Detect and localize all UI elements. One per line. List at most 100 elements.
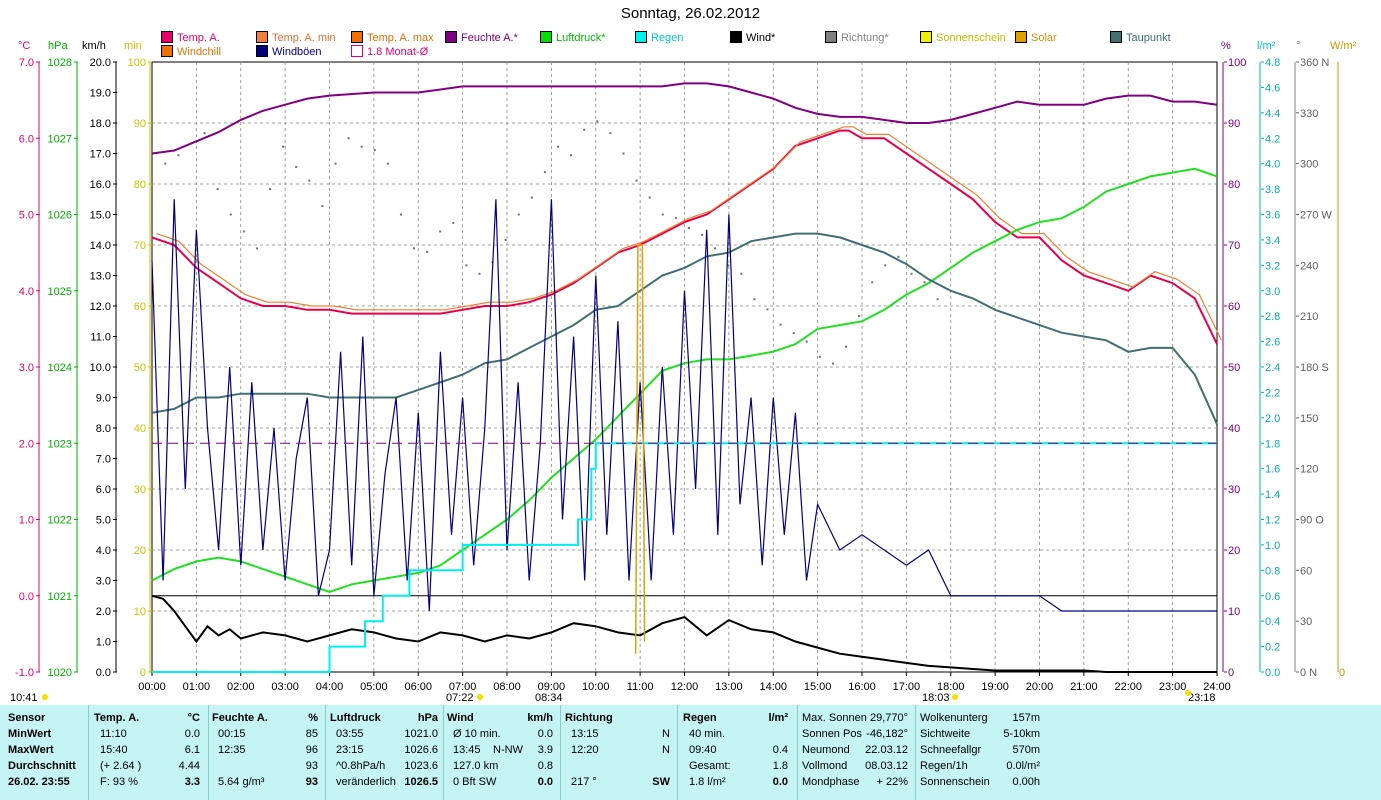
legend-item[interactable]: Regen (635, 31, 683, 44)
min-tick-label: 100 (128, 57, 146, 69)
temp-time: F: 93 % (100, 776, 138, 788)
wind-value: 0.0 (537, 776, 553, 788)
hour-tick-label: 13:00 (715, 681, 743, 693)
sun-icon (477, 694, 483, 700)
pressure-line (151, 167, 1218, 593)
direction-point (465, 264, 468, 267)
rain-tick-label: 1.2 (1265, 515, 1280, 527)
rain-tick-label: 4.6 (1265, 82, 1280, 94)
sunset-time: 18:03 (922, 692, 950, 704)
direction-point (504, 238, 507, 241)
rain-unit: l/m² (768, 712, 788, 724)
wind-unit: km/h (527, 712, 553, 724)
legend-item[interactable]: Wind* (730, 31, 775, 44)
legend-label: Sonnenschein (936, 32, 1006, 44)
hum-tick-label: 40 (1228, 423, 1240, 435)
direction-point (308, 179, 311, 182)
hour-tick-label: 04:00 (316, 681, 344, 693)
legend-item[interactable]: Luftdruck* (540, 31, 606, 44)
direction-point (779, 323, 782, 326)
rain-tick-label: 4.0 (1265, 159, 1280, 171)
wind-time: 127.0 km (453, 760, 499, 772)
press-tick-label: 1022 (48, 515, 72, 527)
legend-item[interactable]: Taupunkt (1110, 31, 1171, 44)
direction-point (452, 221, 455, 224)
legend-item[interactable]: Windchill (161, 45, 221, 58)
weather-value: 0.0l/m² (1006, 760, 1040, 772)
rain-time: Gesamt: (689, 760, 731, 772)
hour-tick-label: 03:00 (271, 681, 299, 693)
legend-swatch (540, 31, 552, 43)
press-tick-label: 1026 (48, 210, 72, 222)
wind-header: Wind (447, 712, 474, 724)
weather-value: 5-10km (1003, 728, 1040, 740)
wind-tick-label: 10.0 (90, 362, 111, 374)
hour-tick-label: 21:00 (1070, 681, 1098, 693)
press-tick-label: 1024 (48, 362, 72, 374)
legend-item[interactable]: Feuchte A.* (445, 31, 518, 44)
legend-item[interactable]: 1.8 Monat-Ø (351, 45, 428, 58)
press-tick-label: 1020 (48, 667, 72, 679)
hour-tick-label: 15:00 (804, 681, 832, 693)
hum-tick-label: 30 (1228, 484, 1240, 496)
dir-tick-label: 150 (1300, 413, 1318, 425)
direction-point (858, 315, 861, 318)
legend-item[interactable]: Solar (1015, 31, 1057, 44)
hum-value: 85 (305, 728, 318, 740)
direction-point (570, 154, 573, 157)
direction-point (792, 332, 795, 335)
sensor-row-label: MinWert (8, 728, 52, 740)
hour-tick-label: 16:00 (848, 681, 876, 693)
wind-dir: N-NW (493, 744, 523, 756)
astro-value: -46,182° (866, 728, 908, 740)
rain-tick-label: 0.8 (1265, 565, 1280, 577)
direction-point (386, 162, 389, 165)
legend-label: Luftdruck* (556, 32, 606, 44)
legend-item[interactable]: Windböen (256, 45, 322, 58)
rain-tick-label: 2.6 (1265, 337, 1280, 349)
dir-value: SW (652, 776, 670, 788)
rain-tick-label: 4.4 (1265, 108, 1280, 120)
summary-column-divider (560, 705, 561, 800)
direction-point (583, 128, 586, 131)
temp-tick-label: 5.0 (19, 210, 34, 222)
legend-item[interactable]: Temp. A. max (351, 31, 434, 44)
solar-tick-label: 0 (1339, 667, 1345, 679)
hour-tick-label: 20:00 (1026, 681, 1054, 693)
dir-time: 13:15 (571, 728, 599, 740)
wind-value: 0.8 (537, 760, 553, 772)
rain-tick-label: 2.2 (1265, 387, 1280, 399)
rain-value: 0.4 (772, 744, 788, 756)
press-tick-label: 1028 (48, 57, 72, 69)
weather-value: 0.00h (1012, 776, 1040, 788)
rain-tick-label: 4.8 (1265, 57, 1280, 69)
rain-tick-label: 3.8 (1265, 184, 1280, 196)
temp-tick-label: 6.0 (19, 133, 34, 145)
temp-tick-label: 1.0 (19, 515, 34, 527)
rain-line (152, 442, 1217, 673)
legend-item[interactable]: Temp. A. min (256, 31, 336, 44)
hum-unit-label: % (1221, 40, 1231, 52)
rain-tick-label: 3.0 (1265, 286, 1280, 298)
astro-value: + 22% (876, 776, 909, 788)
dir-value: N (662, 744, 670, 756)
press-value: 1026.5 (404, 776, 438, 788)
temp-value: 6.1 (184, 744, 200, 756)
direction-point (164, 162, 167, 165)
wind-tick-label: 19.0 (90, 88, 111, 100)
hour-tick-label: 18:00 (937, 681, 965, 693)
legend-item[interactable]: Sonnenschein (920, 31, 1006, 44)
legend-item[interactable]: Richtung* (825, 31, 889, 44)
hour-tick-label: 11:00 (627, 681, 654, 693)
dir-tick-label: 180 S (1300, 362, 1329, 374)
direction-point (399, 213, 402, 216)
direction-point (360, 145, 363, 148)
direction-point (557, 145, 560, 148)
astro-label: Neumond (802, 744, 850, 756)
dir-tick-label: 330 (1300, 108, 1318, 120)
legend-label: Regen (651, 32, 684, 44)
weather-label: Regen/1h (920, 760, 968, 772)
direction-point (871, 281, 874, 284)
wind-tick-label: 11.0 (90, 332, 111, 344)
legend-item[interactable]: Temp. A. (161, 31, 220, 44)
